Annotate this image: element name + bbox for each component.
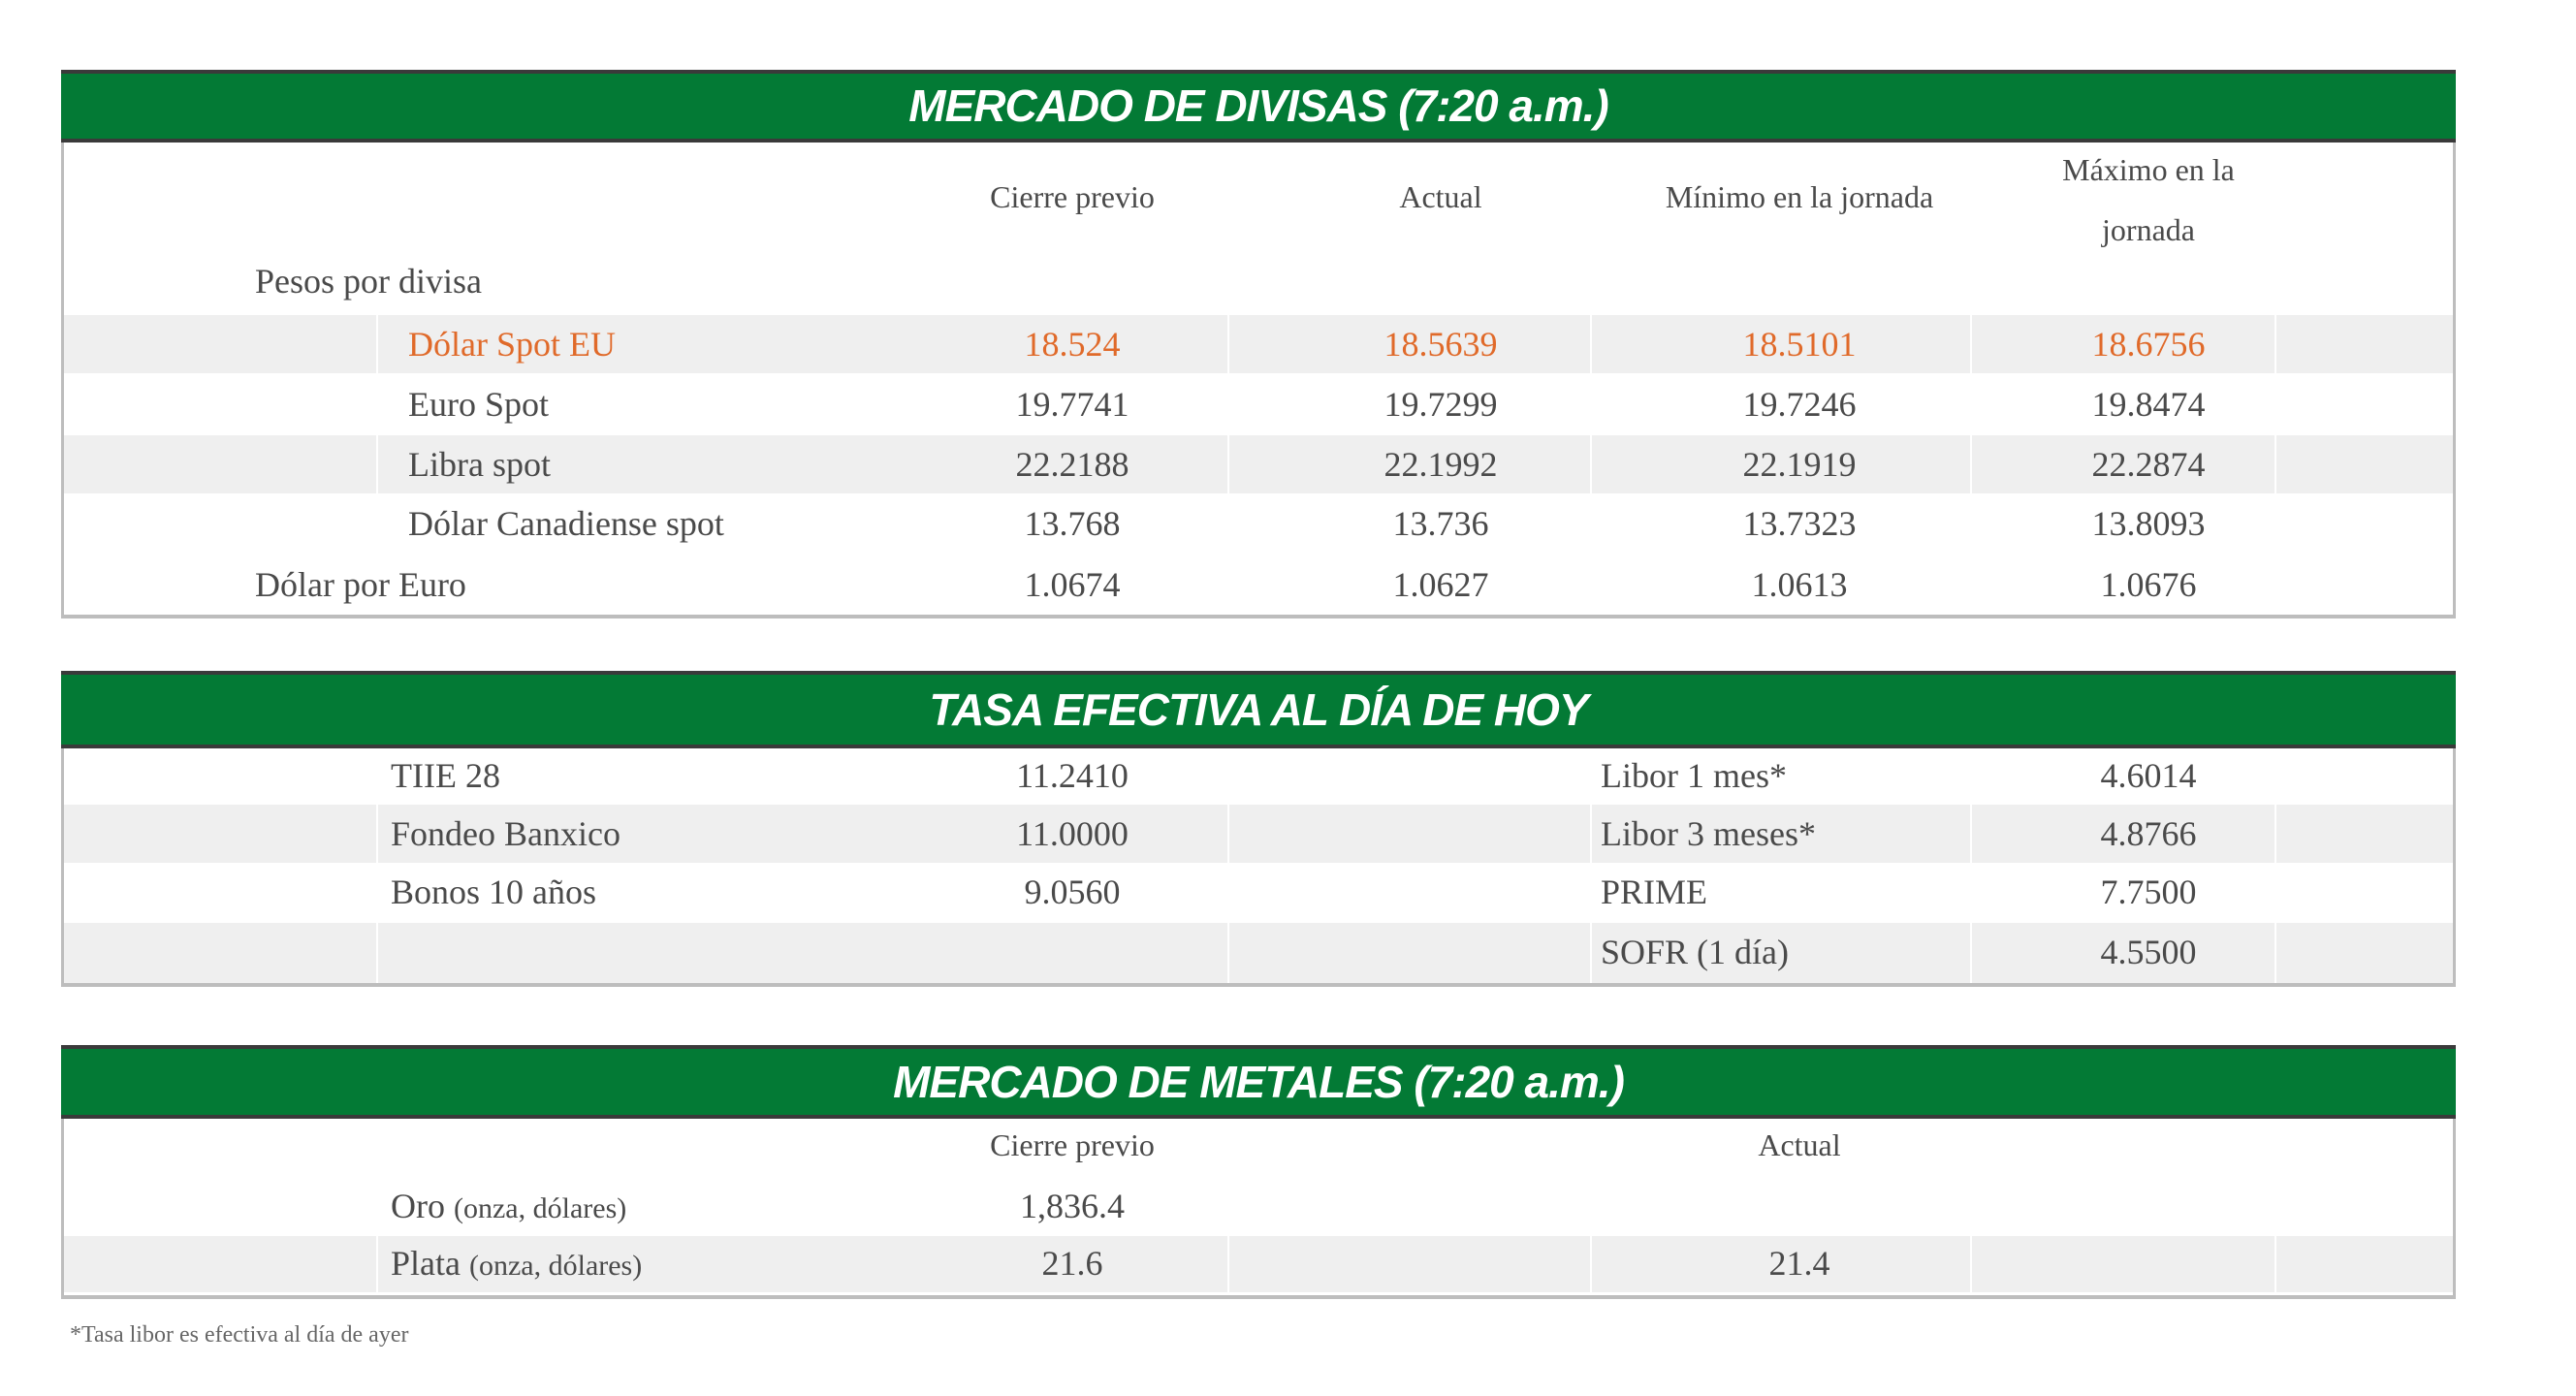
header-actual: Actual bbox=[1758, 1127, 1841, 1162]
cell-value: 13.7323 bbox=[1742, 504, 1857, 543]
cell-value: 22.1992 bbox=[1383, 445, 1498, 484]
tasa-label-fondeo: Fondeo Banxico bbox=[391, 814, 620, 853]
cell-value: 18.5639 bbox=[1383, 325, 1498, 364]
cell-value: 18.6756 bbox=[2091, 325, 2206, 364]
header-maximo-line1: Máximo en la bbox=[2062, 152, 2235, 187]
tasa-value: 9.0560 bbox=[1024, 872, 1121, 911]
cell-value: 13.8093 bbox=[2091, 504, 2206, 543]
header-cierre-previo: Cierre previo bbox=[990, 1127, 1155, 1162]
header-cierre-previo: Cierre previo bbox=[990, 179, 1155, 214]
row-band bbox=[64, 1236, 2453, 1292]
cell-value: 13.768 bbox=[1024, 504, 1121, 543]
row-label-dolar-spot-eu: Dólar Spot EU bbox=[408, 325, 616, 364]
metal-name: Oro bbox=[391, 1187, 445, 1225]
tasa-value: 7.7500 bbox=[2100, 872, 2197, 911]
cell-value: 1.0674 bbox=[1024, 565, 1121, 604]
header-actual: Actual bbox=[1399, 179, 1482, 214]
metales-panel: MERCADO DE METALES (7:20 a.m.) Cierre pr… bbox=[61, 1045, 2456, 1299]
cell-value: 18.5101 bbox=[1742, 325, 1857, 364]
metal-name: Plata bbox=[391, 1244, 461, 1283]
metal-unit: (onza, dólares) bbox=[454, 1192, 627, 1224]
metal-label-oro: Oro (onza, dólares) bbox=[391, 1189, 626, 1223]
metal-unit: (onza, dólares) bbox=[468, 1250, 643, 1282]
metal-label-plata: Plata (onza, dólares) bbox=[391, 1246, 642, 1281]
footnote: *Tasa libor es efectiva al día de ayer bbox=[70, 1322, 409, 1348]
tasa-label-bonos: Bonos 10 años bbox=[391, 872, 597, 911]
tasa-label-libor-3: Libor 3 meses* bbox=[1601, 814, 1816, 853]
header-maximo-line2: jornada bbox=[2102, 212, 2195, 247]
tasa-value: 4.6014 bbox=[2100, 756, 2197, 795]
row-label-dolar-canadiense: Dólar Canadiense spot bbox=[408, 504, 724, 543]
tasa-title: TASA EFECTIVA AL DÍA DE HOY bbox=[61, 671, 2456, 748]
tasa-value: 11.0000 bbox=[1016, 814, 1129, 853]
cell-value: 1.0627 bbox=[1392, 565, 1489, 604]
cell-value: 19.7246 bbox=[1742, 385, 1857, 424]
tasa-value: 11.2410 bbox=[1016, 756, 1129, 795]
cell-value: 19.8474 bbox=[2091, 385, 2206, 424]
tasa-label-prime: PRIME bbox=[1601, 872, 1708, 911]
row-band bbox=[64, 805, 2453, 863]
cell-value: 22.2188 bbox=[1015, 445, 1129, 484]
group-label: Pesos por divisa bbox=[255, 262, 482, 301]
tasa-panel: TASA EFECTIVA AL DÍA DE HOY TIIE 28 11.2… bbox=[61, 671, 2456, 987]
tasa-value: 4.8766 bbox=[2100, 814, 2197, 853]
cell-value: 1.0613 bbox=[1751, 565, 1848, 604]
cell-value: 18.524 bbox=[1024, 325, 1121, 364]
row-label-libra-spot: Libra spot bbox=[408, 445, 551, 484]
header-minimo: Mínimo en la jornada bbox=[1665, 179, 1934, 214]
cell-value: 1.0676 bbox=[2100, 565, 2197, 604]
tasa-label-sofr: SOFR (1 día) bbox=[1601, 933, 1790, 971]
metales-title: MERCADO DE METALES (7:20 a.m.) bbox=[61, 1045, 2456, 1119]
metal-value: 1,836.4 bbox=[1020, 1187, 1125, 1225]
cell-value: 22.1919 bbox=[1742, 445, 1857, 484]
divisas-title: MERCADO DE DIVISAS (7:20 a.m.) bbox=[61, 70, 2456, 143]
row-band bbox=[64, 923, 2453, 983]
row-label-dolar-por-euro: Dólar por Euro bbox=[255, 565, 466, 604]
cell-value: 19.7741 bbox=[1015, 385, 1129, 424]
cell-value: 13.736 bbox=[1392, 504, 1489, 543]
cell-value: 22.2874 bbox=[2091, 445, 2206, 484]
row-label-euro-spot: Euro Spot bbox=[408, 385, 550, 424]
tasa-value: 4.5500 bbox=[2100, 933, 2197, 971]
metal-value: 21.6 bbox=[1041, 1244, 1103, 1283]
tasa-label-libor-1: Libor 1 mes* bbox=[1601, 756, 1787, 795]
row-band bbox=[64, 315, 2453, 373]
divisas-panel: MERCADO DE DIVISAS (7:20 a.m.) Cierre pr… bbox=[61, 70, 2456, 619]
metal-value: 21.4 bbox=[1768, 1244, 1830, 1283]
tasa-label-tiie: TIIE 28 bbox=[391, 756, 500, 795]
row-band bbox=[64, 435, 2453, 493]
cell-value: 19.7299 bbox=[1383, 385, 1498, 424]
